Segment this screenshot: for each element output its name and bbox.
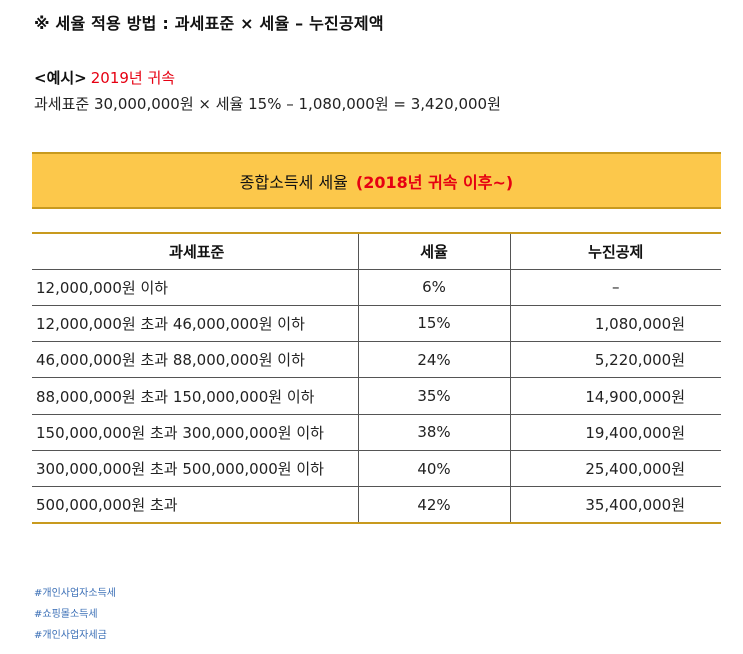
table-row: 12,000,000원 이하 6% – xyxy=(32,269,721,306)
example-year: 2019년 귀속 xyxy=(90,69,176,87)
header-tax-rate: 세율 xyxy=(357,232,510,270)
deduction-cell: 1,080,000원 xyxy=(509,305,721,343)
tag-link[interactable]: #개인사업자세금 xyxy=(34,630,107,641)
tax-base-cell: 46,000,000원 초과 88,000,000원 이하 xyxy=(32,341,358,379)
formula-heading: ※ 세율 적용 방법 : 과세표준 × 세율 – 누진공제액 xyxy=(34,14,384,33)
tax-base-cell: 500,000,000원 초과 xyxy=(32,486,358,525)
table-row: 88,000,000원 초과 150,000,000원 이하 35% 14,90… xyxy=(32,377,721,415)
table-row: 150,000,000원 초과 300,000,000원 이하 38% 19,4… xyxy=(32,414,721,451)
table-row: 46,000,000원 초과 88,000,000원 이하 24% 5,220,… xyxy=(32,341,721,379)
example-heading: <예시> 2019년 귀속 xyxy=(34,67,175,88)
tax-base-cell: 150,000,000원 초과 300,000,000원 이하 xyxy=(32,414,358,451)
header-deduction: 누진공제 xyxy=(509,232,721,270)
deduction-cell: 19,400,000원 xyxy=(509,414,721,451)
example-calculation: 과세표준 30,000,000원 × 세율 15% – 1,080,000원 =… xyxy=(34,95,501,113)
deduction-cell: – xyxy=(509,269,721,306)
header-tax-base: 과세표준 xyxy=(32,232,358,270)
example-label: <예시> xyxy=(34,69,87,87)
tax-rate-cell: 35% xyxy=(357,377,510,415)
table-row: 500,000,000원 초과 42% 35,400,000원 xyxy=(32,486,721,525)
table-row: 300,000,000원 초과 500,000,000원 이하 40% 25,4… xyxy=(32,450,721,488)
tax-table-title-sub: (2018년 귀속 이후~) xyxy=(355,172,514,192)
tax-rate-cell: 42% xyxy=(357,486,510,525)
tax-rate-cell: 24% xyxy=(357,341,510,379)
tag-list: #개인사업자소득세 #쇼핑몰소득세 #개인사업자세금 xyxy=(34,583,116,646)
deduction-cell: 14,900,000원 xyxy=(509,377,721,415)
tax-rate-table: 과세표준 세율 누진공제 12,000,000원 이하 6% – 12,000,… xyxy=(32,232,721,525)
tax-rate-cell: 40% xyxy=(357,450,510,488)
tax-base-cell: 300,000,000원 초과 500,000,000원 이하 xyxy=(32,450,358,488)
tax-base-cell: 88,000,000원 초과 150,000,000원 이하 xyxy=(32,377,358,415)
tax-base-cell: 12,000,000원 이하 xyxy=(32,269,358,306)
deduction-cell: 25,400,000원 xyxy=(509,450,721,488)
deduction-cell: 5,220,000원 xyxy=(509,341,721,379)
tag-link[interactable]: #쇼핑몰소득세 xyxy=(34,609,98,620)
tag-link[interactable]: #개인사업자소득세 xyxy=(34,588,116,599)
tax-rate-cell: 6% xyxy=(357,269,510,306)
tax-table-title: 종합소득세 세율 (2018년 귀속 이후~) xyxy=(32,152,721,209)
table-row: 12,000,000원 초과 46,000,000원 이하 15% 1,080,… xyxy=(32,305,721,343)
table-header-row: 과세표준 세율 누진공제 xyxy=(32,232,721,270)
tax-table-title-main: 종합소득세 세율 xyxy=(239,172,348,192)
tax-rate-cell: 38% xyxy=(357,414,510,451)
tax-base-cell: 12,000,000원 초과 46,000,000원 이하 xyxy=(32,305,358,343)
tax-rate-cell: 15% xyxy=(357,305,510,343)
deduction-cell: 35,400,000원 xyxy=(509,486,721,525)
